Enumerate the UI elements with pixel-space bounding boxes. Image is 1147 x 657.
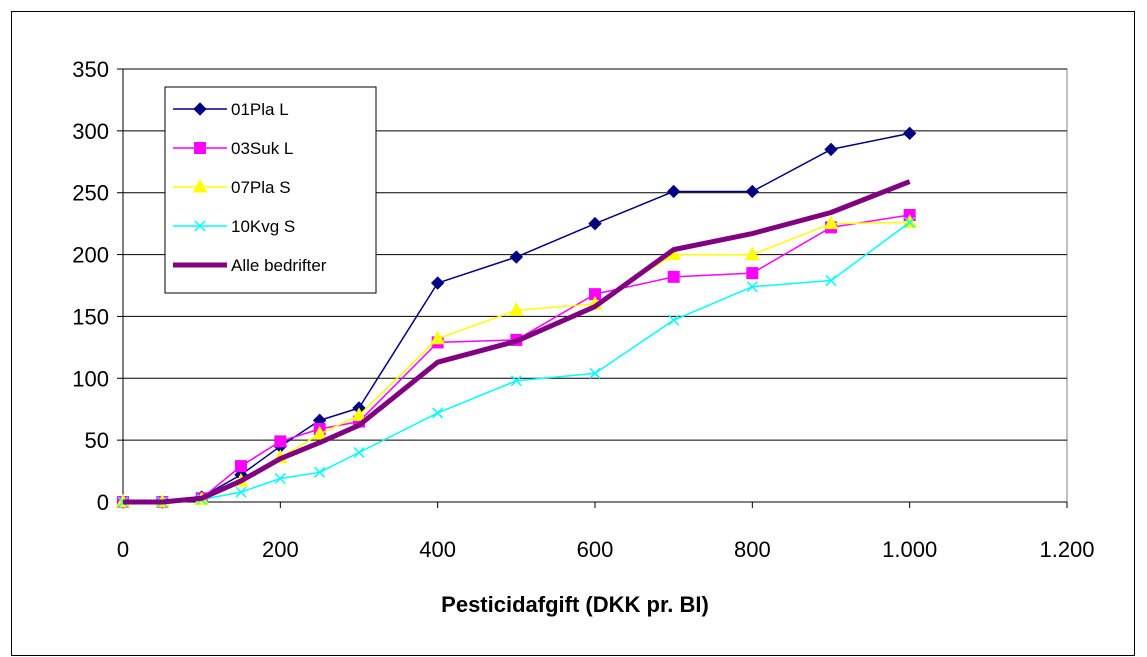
- data-point: [825, 275, 837, 287]
- x-tick-label: 1.000: [882, 537, 937, 562]
- x-tick-label: 1.200: [1039, 537, 1094, 562]
- data-point: [194, 220, 206, 232]
- legend-item: 07Pla S: [173, 178, 291, 197]
- data-point: [823, 215, 839, 230]
- data-point: [430, 330, 446, 345]
- legend-item: 01Pla L: [173, 100, 289, 119]
- legend: 01Pla L 03Suk L 07Pla S 10Kvg S Alle bedrift…: [164, 86, 377, 294]
- data-point: [666, 184, 681, 199]
- data-point: [902, 126, 917, 141]
- data-point: [314, 466, 326, 478]
- y-tick-label: 50: [85, 428, 109, 453]
- series-10kvg-s: [117, 216, 916, 508]
- data-point: [235, 460, 247, 473]
- data-point: [194, 142, 206, 154]
- legend-label: 03Suk L: [231, 139, 293, 158]
- legend-item: 10Kvg S: [173, 217, 295, 236]
- data-point: [351, 407, 367, 421]
- data-point: [312, 425, 328, 440]
- data-point: [588, 216, 602, 231]
- data-point: [508, 302, 524, 316]
- data-point: [746, 267, 759, 280]
- legend-label: 01Pla L: [231, 100, 289, 119]
- data-point: [745, 184, 760, 199]
- y-tick-label: 350: [72, 57, 109, 82]
- legend-item: Alle bedrifter: [173, 256, 327, 275]
- y-tick-label: 200: [72, 243, 109, 268]
- legend-label: 07Pla S: [231, 178, 291, 197]
- legend-label: 10Kvg S: [231, 217, 295, 236]
- legend-label: Alle bedrifter: [231, 256, 327, 275]
- x-tick-label: 400: [419, 537, 456, 562]
- x-tick-label: 200: [262, 537, 299, 562]
- x-tick-label: 600: [577, 537, 614, 562]
- data-point: [193, 102, 207, 116]
- data-point: [904, 216, 916, 228]
- data-point: [274, 435, 287, 448]
- data-point: [509, 250, 524, 264]
- data-point: [235, 486, 247, 498]
- data-point: [510, 375, 522, 387]
- data-point: [668, 314, 680, 326]
- x-axis-title: Pesticidafgift (DKK pr. BI): [441, 592, 709, 617]
- legend-item: 03Suk L: [173, 139, 293, 158]
- x-tick-label: 800: [734, 537, 771, 562]
- data-point: [432, 407, 444, 419]
- series-line: [123, 179, 911, 505]
- y-tick-label: 300: [72, 119, 109, 144]
- data-point: [824, 142, 838, 157]
- data-point: [744, 246, 760, 261]
- y-tick-label: 250: [72, 181, 109, 206]
- data-point: [274, 472, 286, 485]
- y-tick-label: 100: [72, 366, 109, 391]
- x-tick-label: 0: [117, 537, 129, 562]
- data-point: [430, 276, 445, 290]
- series-line: [123, 221, 911, 503]
- series-alle-bedrifter: [123, 179, 911, 505]
- y-tick-label: 0: [97, 490, 109, 515]
- data-point: [746, 281, 758, 293]
- data-point: [667, 270, 680, 283]
- data-point: [589, 367, 601, 379]
- data-point: [353, 446, 365, 459]
- y-tick-label: 150: [72, 304, 109, 329]
- data-point: [192, 178, 208, 193]
